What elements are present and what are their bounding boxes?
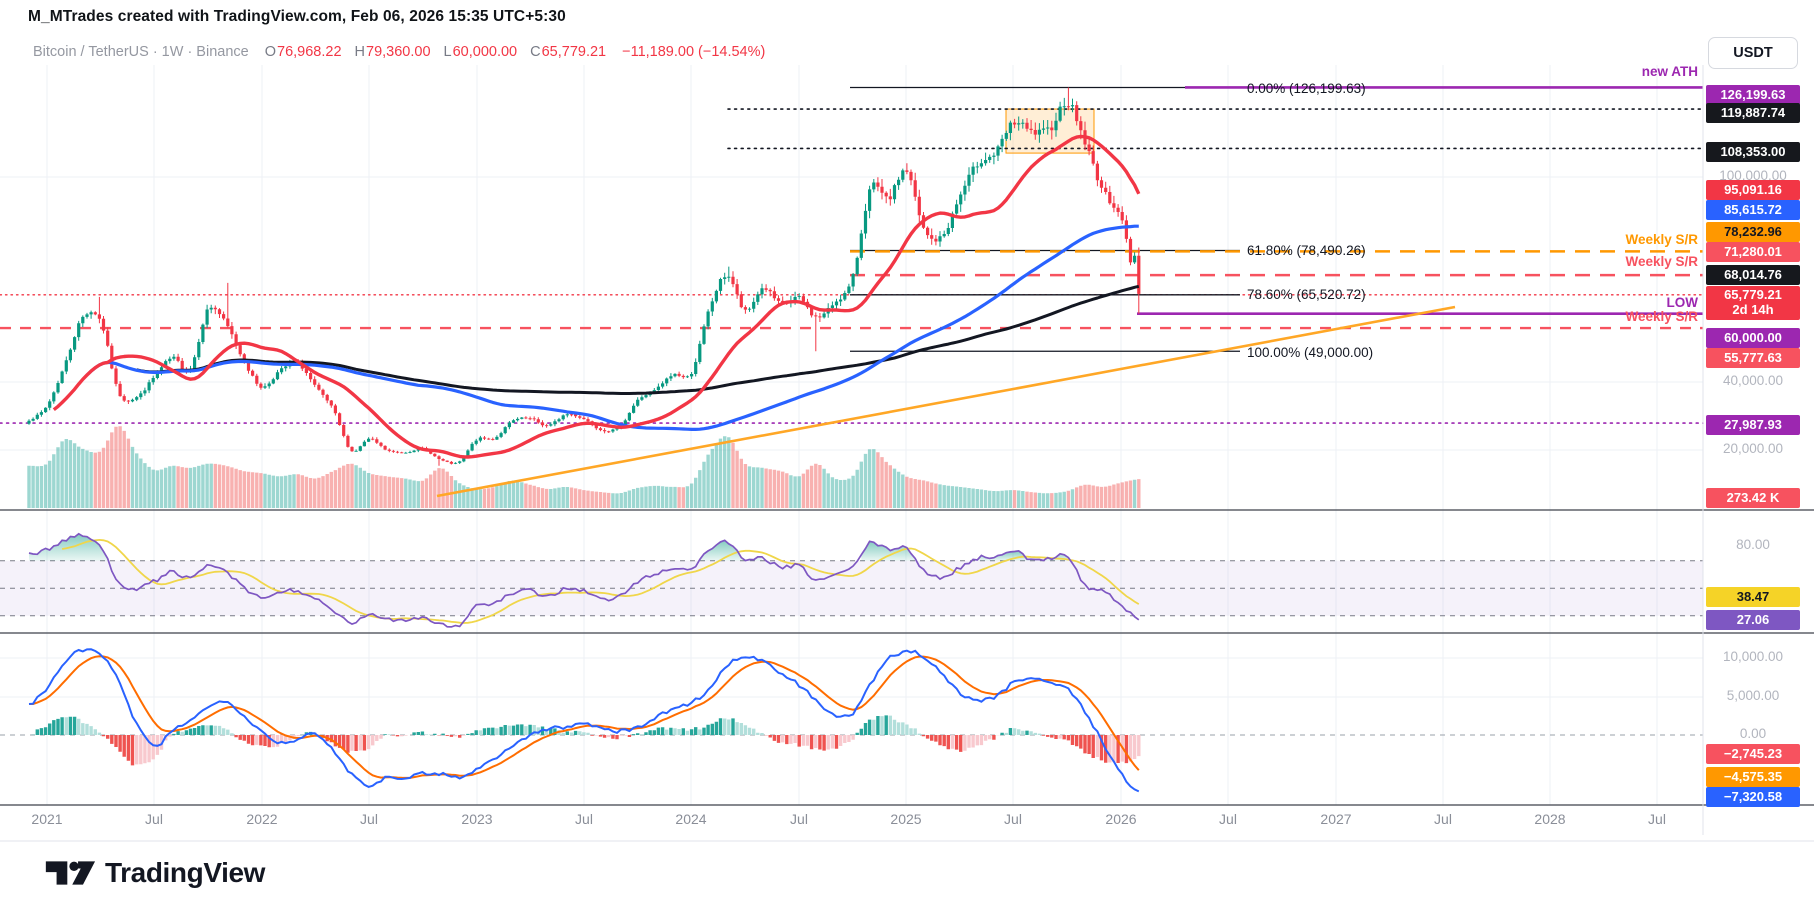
pane-separators bbox=[0, 65, 1814, 842]
rsi-ma-line bbox=[61, 538, 1140, 624]
grid-lines bbox=[0, 65, 1703, 805]
moving-averages bbox=[52, 134, 1141, 459]
trendline[interactable] bbox=[436, 305, 1456, 498]
price-levels bbox=[0, 86, 1704, 424]
supply-zone-box[interactable] bbox=[1005, 108, 1095, 154]
attribution-text: M_MTrades created with TradingView.com, … bbox=[28, 8, 566, 25]
ohlc-key: O bbox=[264, 44, 276, 60]
ohlc-key: L bbox=[443, 44, 452, 60]
ohlc-field-o: O 76,968.22 bbox=[265, 44, 342, 60]
ohlc-value: 60,000.00 bbox=[452, 44, 518, 60]
ohlc-field-l: L 60,000.00 bbox=[444, 44, 518, 60]
rsi-overbought-fill bbox=[973, 550, 1069, 561]
macd-line bbox=[28, 648, 1140, 793]
rsi-overbought-fill bbox=[699, 540, 762, 561]
currency-toggle-button[interactable]: USDT bbox=[1708, 37, 1798, 69]
rsi-overbought-fill bbox=[861, 541, 916, 561]
macd-signal-line bbox=[29, 655, 1140, 779]
tradingview-logo[interactable]: TradingView bbox=[44, 856, 265, 890]
symbol-title[interactable]: Bitcoin / TetherUS · 1W · Binance bbox=[33, 44, 249, 60]
ohlc-value: 65,779.21 bbox=[541, 44, 607, 60]
ohlc-field-c: C 65,779.21 bbox=[530, 44, 606, 60]
tradingview-logo-icon bbox=[45, 861, 96, 885]
macd-pane bbox=[0, 648, 1703, 793]
tradingview-logo-text: TradingView bbox=[105, 857, 266, 888]
ohlc-value: 76,968.22 bbox=[277, 44, 342, 60]
volume-histogram bbox=[27, 426, 1141, 508]
ohlc-field-h: H 79,360.00 bbox=[355, 44, 431, 60]
ohlc-values: O 76,968.22 H 79,360.00 L 60,000.00 C 65,779.21 bbox=[265, 44, 606, 60]
rsi-pane bbox=[0, 532, 1703, 628]
ohlc-key: C bbox=[530, 44, 541, 60]
ohlc-key: H bbox=[354, 44, 365, 60]
change-value: −11,189.00 (−14.54%) bbox=[622, 44, 766, 60]
candlestick-series[interactable] bbox=[27, 87, 1141, 466]
rsi-line bbox=[28, 532, 1140, 628]
symbol-row: Bitcoin / TetherUS · 1W · Binance O 76,96… bbox=[33, 44, 765, 60]
ohlc-value: 79,360.00 bbox=[366, 44, 431, 60]
